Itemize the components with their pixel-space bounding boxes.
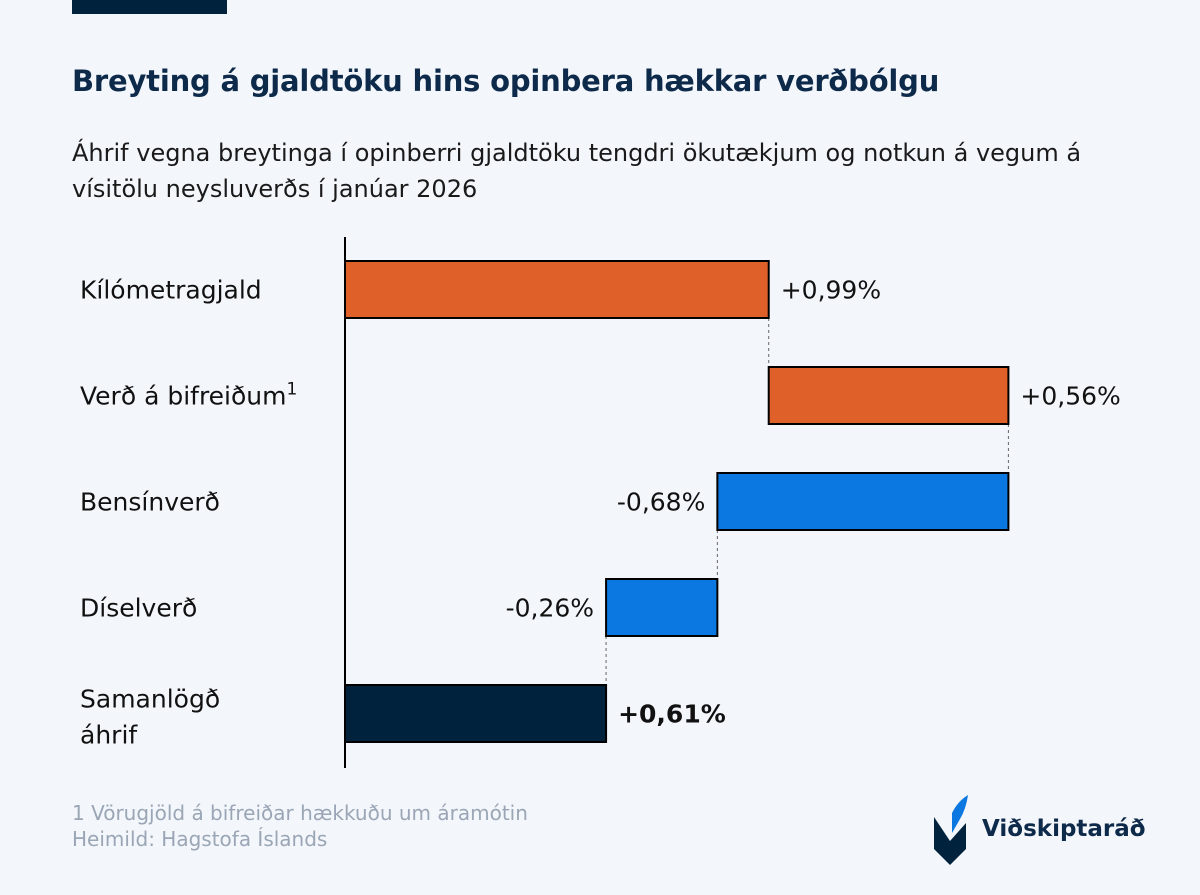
bar-5 [344, 684, 608, 743]
value-label-4: -0,26% [506, 594, 594, 623]
value-label-1: +0,99% [781, 276, 881, 305]
brand-logo: Viðskiptaráð [928, 792, 1146, 866]
chart-title: Breyting á gjaldtöku hins opinbera hækka… [72, 64, 940, 98]
value-label-2: +0,56% [1020, 382, 1120, 411]
value-label-3: -0,68% [617, 488, 705, 517]
bar-2 [767, 366, 1010, 425]
bar-4 [605, 578, 719, 637]
category-label-5: Samanlögð áhrif [80, 685, 220, 750]
logo-text: Viðskiptaráð [982, 816, 1146, 842]
chart-subtitle: Áhrif vegna breytinga í opinberri gjaldt… [72, 139, 1082, 203]
footnote-text: 1 Vörugjöld á bifreiðar hækkuðu um áramó… [72, 801, 528, 825]
category-label-3: Bensínverð [80, 488, 220, 517]
top-accent-bar [72, 0, 227, 14]
bar-3 [716, 472, 1010, 531]
value-label-5: +0,61% [618, 700, 726, 729]
category-label-1: Kílómetragjald [80, 276, 262, 305]
source-text: Heimild: Hagstofa Íslands [72, 827, 328, 851]
category-label-2: Verð á bifreiðum1 [80, 380, 297, 411]
bar-1 [344, 260, 770, 319]
vidskiptarad-logo-icon [934, 795, 968, 865]
category-label-4: Díselverð [80, 594, 197, 623]
footnotes: 1 Vörugjöld á bifreiðar hækkuðu um áramó… [72, 800, 528, 852]
